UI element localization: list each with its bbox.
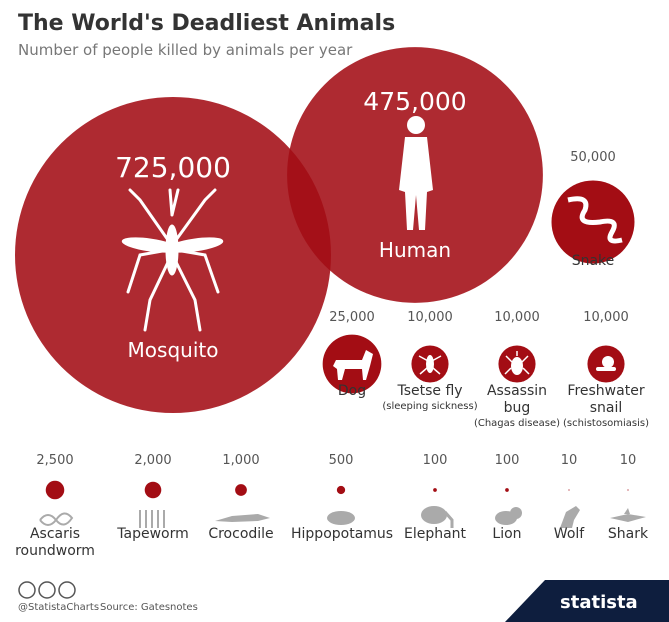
- category-label: Crocodile: [208, 526, 274, 542]
- value-label: 100: [494, 453, 520, 468]
- mosquito-wing: [166, 237, 224, 253]
- category-label: Lion: [492, 526, 522, 542]
- bubble: [627, 489, 629, 491]
- value-label: 2,000: [134, 453, 172, 468]
- crocodile-icon: [215, 514, 270, 522]
- bubble: [433, 488, 437, 492]
- nd-icon: [58, 581, 76, 599]
- category-label: Mosquito: [127, 338, 219, 362]
- bubble: [336, 485, 346, 495]
- value-label: 500: [328, 453, 354, 468]
- category-label: Tapeworm: [117, 526, 189, 542]
- bubble: [505, 488, 509, 492]
- fly-legs: [418, 355, 442, 375]
- human-body: [399, 137, 433, 230]
- bubble: [568, 489, 570, 491]
- value-label: 100: [422, 453, 448, 468]
- category-label: Freshwater snail (schistosomiasis): [563, 383, 649, 430]
- category-note: (schistosomiasis): [562, 418, 650, 429]
- dog-icon: [333, 350, 373, 380]
- value-label: 10: [619, 453, 637, 468]
- bug-legs: [504, 351, 530, 375]
- value-label: 475,000: [363, 87, 467, 116]
- brand-name[interactable]: statista: [560, 592, 638, 613]
- brand-banner: [505, 580, 669, 622]
- footer-handle: @StatistaCharts: [18, 602, 99, 613]
- category-label: Shark: [607, 526, 649, 542]
- category-note: (sleeping sickness): [382, 401, 478, 412]
- category-label: Hippopotamus: [291, 526, 394, 542]
- category-label: Human: [378, 238, 452, 262]
- category-note: (Chagas disease): [473, 418, 561, 429]
- value-label: 50,000: [570, 150, 616, 165]
- category-label: Wolf: [553, 526, 585, 542]
- chart-title: The World's Deadliest Animals: [18, 11, 395, 36]
- category-label: Ascaris roundworm: [15, 526, 95, 559]
- category-label: Tsetse fly (sleeping sickness): [382, 383, 477, 413]
- cc-icon: [18, 581, 36, 599]
- wolf-icon: [560, 506, 580, 528]
- lion-mane: [510, 507, 522, 519]
- snake-icon: [567, 196, 623, 244]
- value-label: 10,000: [494, 310, 540, 325]
- footer-source: Source: Gatesnotes: [100, 602, 198, 613]
- bug-icon: [511, 357, 523, 375]
- value-label: 10,000: [407, 310, 453, 325]
- small-icons: [39, 506, 646, 528]
- license-icons: [18, 581, 76, 599]
- elephant-icon: [421, 506, 447, 524]
- value-label: 10,000: [583, 310, 629, 325]
- roundworm-icon: [39, 512, 74, 526]
- bubbles: [15, 47, 635, 500]
- bubble: [144, 481, 162, 499]
- icons: [121, 116, 623, 380]
- category-label: Dog: [337, 383, 367, 399]
- bubble: [235, 484, 247, 496]
- elephant-trunk: [443, 511, 454, 528]
- snail-icon: [602, 356, 614, 368]
- value-label: 2,500: [36, 453, 74, 468]
- by-icon: [38, 581, 56, 599]
- fly-icon: [426, 355, 434, 373]
- value-label: 725,000: [115, 151, 231, 184]
- value-label: 10: [560, 453, 578, 468]
- category-label: Elephant: [403, 526, 467, 542]
- mosquito-icon: [126, 188, 220, 332]
- human-head: [407, 116, 425, 134]
- hippo-icon: [327, 511, 355, 525]
- category-label: Snake: [571, 253, 615, 269]
- category-label: Assassin bug (Chagas disease): [474, 383, 560, 430]
- value-label: 1,000: [222, 453, 260, 468]
- bubble: [45, 480, 65, 500]
- tapeworm-icon: [139, 510, 165, 528]
- chart-subtitle: Number of people killed by animals per y…: [18, 41, 353, 59]
- shark-icon: [610, 508, 646, 522]
- snail-foot: [596, 367, 616, 371]
- value-label: 25,000: [329, 310, 375, 325]
